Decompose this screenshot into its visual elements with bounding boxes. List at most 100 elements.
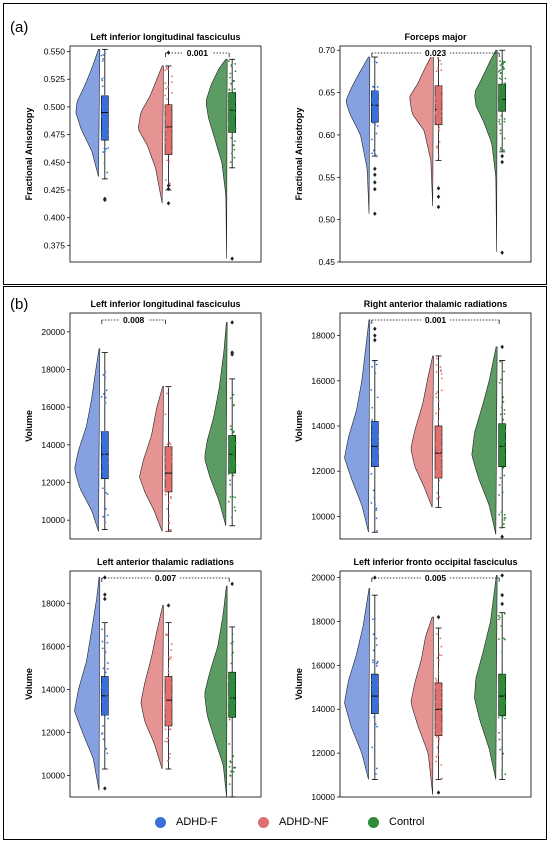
outlier-marker	[373, 326, 377, 332]
data-point	[376, 396, 379, 399]
data-point	[434, 729, 437, 732]
data-point	[170, 643, 173, 646]
data-point	[499, 477, 502, 479]
data-point	[169, 451, 172, 454]
data-point	[502, 149, 505, 152]
data-point	[230, 662, 233, 665]
y-tick-label: 0.55	[318, 172, 335, 182]
outlier-marker	[103, 596, 107, 602]
data-point	[166, 443, 169, 446]
data-point	[228, 765, 231, 768]
data-point	[372, 618, 374, 621]
data-point	[169, 728, 172, 731]
data-point	[229, 691, 232, 694]
data-point	[377, 421, 380, 424]
data-point	[376, 450, 379, 453]
data-point	[232, 677, 234, 680]
data-point	[371, 110, 374, 113]
data-point	[166, 530, 169, 533]
data-point	[233, 88, 236, 90]
data-point	[440, 654, 443, 657]
data-point	[503, 612, 506, 615]
data-point	[504, 517, 507, 520]
chart-title: Left inferior fronto occipital fasciculu…	[353, 557, 517, 567]
y-tick-label: 10000	[311, 511, 335, 521]
data-point	[435, 760, 437, 763]
outlier-marker	[103, 575, 107, 580]
data-point	[372, 633, 375, 636]
data-point	[233, 715, 236, 718]
data-point	[500, 71, 502, 74]
data-point	[439, 59, 441, 62]
chart-rat-volume: Right anterior thalamic radiations Volume…	[294, 299, 532, 540]
data-point	[234, 766, 237, 769]
data-point	[168, 515, 171, 518]
data-point	[104, 521, 107, 524]
legend-label-adhd-nf: ADHD-NF	[279, 816, 329, 828]
data-point	[375, 767, 378, 770]
data-point	[499, 457, 502, 460]
violin-control	[204, 322, 228, 526]
data-point	[229, 425, 232, 428]
violin-control	[471, 346, 498, 535]
data-point	[440, 457, 443, 460]
outlier-marker	[500, 534, 504, 539]
data-point	[504, 717, 506, 720]
box-adhd-nf	[164, 676, 173, 727]
data-point	[233, 122, 235, 125]
data-point	[440, 69, 443, 72]
data-point	[230, 152, 233, 155]
legend-item-adhd-f: ADHD-F	[155, 812, 218, 832]
data-point	[104, 100, 107, 103]
data-point	[436, 715, 439, 718]
data-point	[502, 396, 505, 399]
outlier-marker	[166, 183, 171, 188]
violin-adhd-f	[74, 577, 101, 791]
significance-label-bg	[421, 573, 450, 582]
data-point	[168, 717, 171, 720]
data-point	[229, 466, 231, 468]
data-point	[233, 124, 236, 127]
data-point	[439, 697, 441, 700]
data-point	[230, 97, 233, 100]
data-point	[106, 514, 109, 516]
plot-frame	[339, 45, 532, 263]
data-point	[374, 711, 377, 714]
y-tick-label: 0.375	[44, 240, 66, 250]
data-point	[101, 681, 104, 684]
data-point	[232, 690, 235, 693]
data-point	[165, 474, 168, 477]
data-point	[501, 769, 504, 772]
legend: ADHD-F ADHD-NF Control	[0, 812, 550, 832]
data-point	[438, 729, 441, 732]
data-point	[233, 404, 235, 406]
data-point	[503, 105, 506, 108]
data-point	[169, 708, 172, 711]
data-point	[501, 75, 503, 78]
data-point	[503, 370, 505, 373]
data-point	[228, 467, 231, 470]
data-point	[100, 54, 103, 57]
data-point	[435, 412, 438, 415]
data-point	[371, 406, 374, 409]
data-point	[106, 702, 109, 705]
data-point	[165, 449, 168, 452]
data-point	[169, 677, 172, 680]
data-point	[438, 451, 441, 454]
chart-lilf-fa: Left inferior longitudinal fasciculus Fra…	[24, 32, 262, 263]
data-point	[439, 448, 442, 451]
data-point	[439, 637, 442, 640]
data-point	[101, 441, 104, 444]
data-point	[370, 472, 373, 475]
data-point	[503, 514, 506, 516]
data-point	[164, 717, 167, 720]
data-point	[169, 146, 172, 149]
data-point	[234, 112, 237, 115]
data-point	[230, 65, 233, 68]
data-point	[233, 457, 235, 460]
data-point	[501, 697, 504, 700]
data-point	[168, 135, 171, 138]
data-point	[374, 459, 377, 462]
data-point	[234, 711, 237, 714]
data-point	[503, 429, 506, 432]
